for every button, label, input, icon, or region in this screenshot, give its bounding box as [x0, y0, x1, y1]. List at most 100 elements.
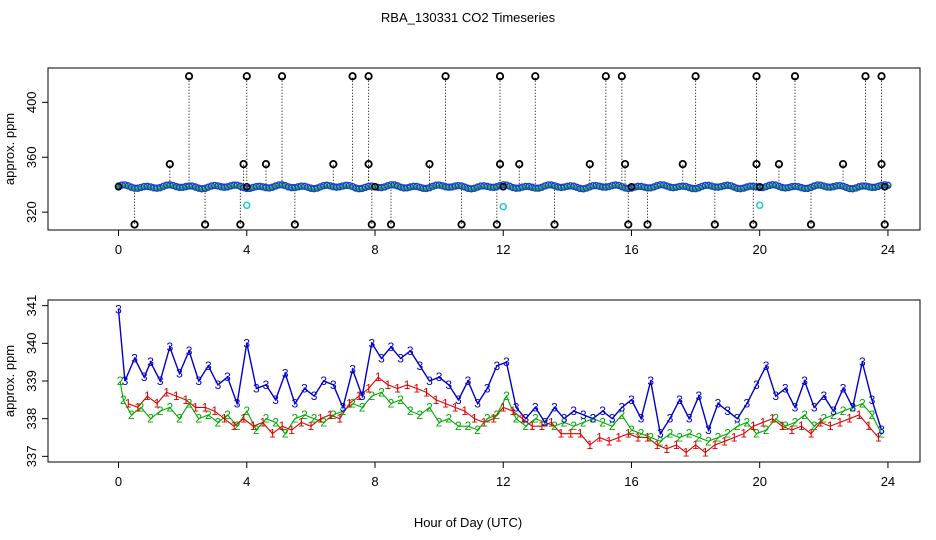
series-2-marker: 2 — [195, 412, 202, 426]
spike-mid-point — [329, 160, 338, 169]
series-1-marker: 1 — [711, 438, 718, 452]
series-1-marker: 1 — [163, 385, 170, 399]
spike-high-point — [277, 72, 287, 81]
cyan-point — [243, 201, 251, 210]
series-1-marker: 1 — [279, 419, 286, 433]
spike-low-point — [200, 220, 210, 229]
series-1-marker: 1 — [413, 382, 420, 396]
series-2-marker: 2 — [445, 412, 452, 426]
series-3-marker: 3 — [840, 382, 847, 396]
series-1-marker: 1 — [760, 415, 767, 429]
hourly-point — [755, 182, 764, 191]
series-1-marker: 1 — [423, 385, 430, 399]
series-2-marker: 2 — [368, 389, 375, 403]
series-2-marker: 2 — [349, 397, 356, 411]
series-2-marker: 2 — [580, 415, 587, 429]
spike-low-point — [457, 220, 466, 229]
spike-mid-point — [678, 160, 687, 169]
series-1-marker: 1 — [538, 419, 545, 433]
series-2-marker: 2 — [551, 419, 558, 433]
series-1-marker: 1 — [740, 427, 747, 441]
series-1-marker: 1 — [404, 378, 411, 392]
series-1-marker: 1 — [259, 415, 266, 429]
series-2-marker: 2 — [397, 393, 404, 407]
series-1-marker: 1 — [356, 389, 363, 403]
spike-low-point — [367, 220, 376, 229]
series-3-marker: 3 — [503, 355, 510, 369]
series-3-marker: 3 — [744, 397, 751, 411]
series-2-marker: 2 — [243, 404, 250, 418]
series-2-marker: 2 — [801, 408, 808, 422]
series-3-marker: 3 — [811, 400, 818, 414]
series-1-marker: 1 — [365, 382, 372, 396]
series-2-marker: 2 — [465, 419, 472, 433]
series-1-marker: 1 — [288, 423, 295, 437]
series-3-marker: 3 — [465, 374, 472, 388]
series-3-marker: 3 — [122, 374, 129, 388]
series-2-marker: 2 — [359, 400, 366, 414]
series-2-marker: 2 — [734, 419, 741, 433]
series-1-marker: 1 — [702, 446, 709, 460]
spike-low-point — [290, 220, 299, 229]
series-1-marker: 1 — [635, 431, 642, 445]
series-2-marker: 2 — [455, 419, 462, 433]
spike-low-point — [880, 220, 889, 229]
bottom-y-tick-label: 337 — [24, 445, 39, 467]
series-2-marker: 2 — [811, 419, 818, 433]
spike-high-point — [861, 72, 870, 81]
series-3-marker: 3 — [388, 340, 395, 354]
series-3-marker: 3 — [474, 397, 481, 411]
series-2-marker: 2 — [330, 408, 337, 422]
spike-mid-point — [877, 160, 886, 169]
series-1-marker: 1 — [211, 404, 218, 418]
series-1-marker: 1 — [779, 419, 786, 433]
series-2-marker: 2 — [695, 431, 702, 445]
series-3-marker: 3 — [782, 382, 789, 396]
series-2-marker: 2 — [878, 427, 885, 441]
baseline-point-blue — [345, 181, 354, 190]
spike-high-point — [752, 72, 761, 81]
series-2-marker: 2 — [272, 415, 279, 429]
series-2-marker: 2 — [301, 408, 308, 422]
series-1-marker: 1 — [846, 412, 853, 426]
spike-mid-point — [774, 160, 784, 169]
series-3-marker: 3 — [801, 374, 808, 388]
series-2-marker: 2 — [820, 412, 827, 426]
series-1-marker: 1 — [384, 378, 391, 392]
spike-mid-point — [165, 160, 174, 169]
series-3-marker: 3 — [724, 404, 731, 418]
series-2-marker: 2 — [128, 408, 135, 422]
series-2-marker: 2 — [638, 427, 645, 441]
series-3-marker: 3 — [445, 378, 452, 392]
series-2-marker: 2 — [561, 415, 568, 429]
series-1-marker: 1 — [231, 419, 238, 433]
series-1-marker: 1 — [327, 408, 334, 422]
series-3-marker: 3 — [436, 370, 443, 384]
series-3-marker: 3 — [628, 393, 635, 407]
series-2-marker: 2 — [147, 412, 154, 426]
series-2-marker: 2 — [388, 397, 395, 411]
series-1-marker: 1 — [433, 393, 440, 407]
spike-low-point — [130, 220, 139, 229]
series-2-marker: 2 — [705, 434, 712, 448]
series-2-marker: 2 — [234, 419, 241, 433]
series-1-marker: 1 — [692, 438, 699, 452]
bottom-x-tick-label: 16 — [624, 474, 638, 489]
bottom-x-tick-label: 8 — [371, 474, 378, 489]
series-2-marker: 2 — [792, 415, 799, 429]
series-3-marker: 3 — [253, 382, 260, 396]
top-x-tick-label: 0 — [115, 242, 122, 257]
series-3-marker: 3 — [272, 393, 279, 407]
series-3-marker: 3 — [349, 363, 356, 377]
series-2-marker: 2 — [340, 404, 347, 418]
spike-low-point — [236, 220, 245, 229]
series-2-marker: 2 — [292, 412, 299, 426]
series-2-marker: 2 — [849, 400, 856, 414]
baseline-point-blue — [169, 181, 177, 190]
series-3-marker: 3 — [609, 412, 616, 426]
series-2-marker: 2 — [542, 415, 549, 429]
series-2-marker: 2 — [869, 408, 876, 422]
series-3-marker: 3 — [234, 397, 241, 411]
